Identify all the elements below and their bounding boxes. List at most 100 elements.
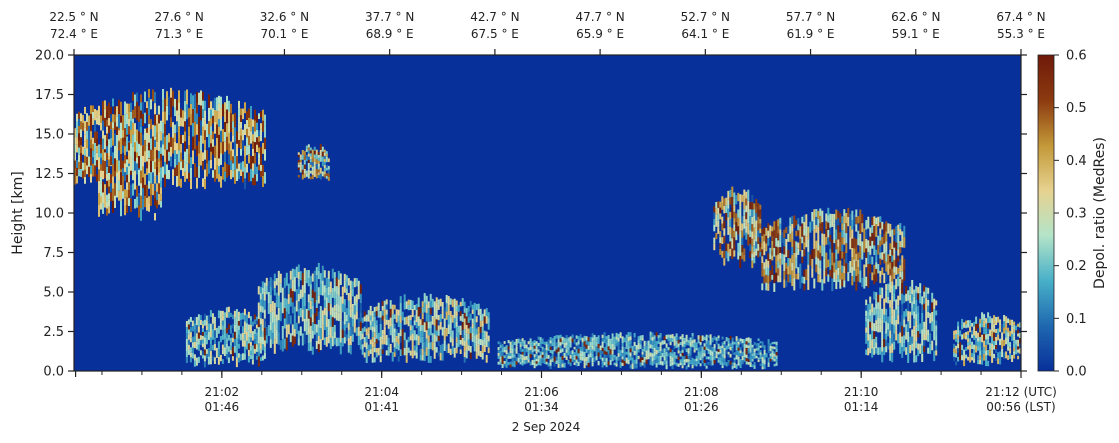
heatmap-cell: [325, 176, 328, 179]
heatmap-cell: [541, 357, 544, 361]
heatmap-cell: [811, 258, 814, 269]
heatmap-cell: [903, 225, 906, 237]
heatmap-cell: [281, 287, 284, 301]
heatmap-cell: [987, 328, 990, 334]
heatmap-cell: [168, 151, 170, 161]
heatmap-cell: [531, 341, 534, 345]
heatmap-cell: [265, 286, 268, 295]
heatmap-cell: [527, 359, 530, 363]
heatmap-cell: [737, 347, 740, 351]
heatmap-cell: [191, 320, 194, 326]
heatmap-cell: [216, 124, 218, 138]
heatmap-cell: [283, 318, 286, 329]
heatmap-cell: [971, 345, 974, 350]
heatmap-cell: [110, 138, 112, 148]
heatmap-cell: [723, 361, 726, 366]
heatmap-cell: [349, 308, 352, 318]
heatmap-cell: [835, 219, 838, 230]
heatmap-cell: [997, 316, 1000, 323]
heatmap-cell: [130, 198, 132, 212]
heatmap-cell: [779, 229, 782, 236]
heatmap-cell: [657, 338, 660, 341]
heatmap-cell: [307, 270, 310, 279]
heatmap-cell: [769, 247, 772, 254]
heatmap-cell: [88, 156, 90, 167]
heatmap-cell: [114, 133, 116, 146]
heatmap-cell: [629, 348, 632, 353]
heatmap-cell: [653, 335, 656, 340]
heatmap-cell: [767, 268, 770, 276]
heatmap-cell: [731, 362, 734, 366]
heatmap-cell: [222, 103, 224, 117]
heatmap-cell: [246, 111, 248, 120]
heatmap-cell: [236, 156, 238, 169]
heatmap-cell: [349, 317, 352, 327]
heatmap-cell: [737, 209, 740, 218]
heatmap-cell: [144, 196, 146, 208]
heatmap-cell: [257, 327, 260, 336]
heatmap-cell: [985, 323, 988, 329]
heatmap-cell: [895, 258, 898, 267]
heatmap-cell: [299, 326, 302, 336]
heatmap-cell: [232, 163, 234, 171]
heatmap-cell: [263, 346, 266, 353]
heatmap-cell: [194, 107, 196, 122]
heatmap-cell: [623, 356, 626, 361]
heatmap-cell: [258, 158, 260, 165]
heatmap-cell: [78, 140, 80, 148]
heatmap-cell: [174, 98, 176, 108]
colorbar-tick-label: 0.0: [1066, 365, 1087, 380]
heatmap-cell: [112, 137, 114, 146]
heatmap-cell: [218, 158, 220, 167]
heatmap-cell: [140, 126, 142, 135]
heatmap-cell: [230, 151, 232, 161]
heatmap-cell: [879, 302, 882, 310]
heatmap-cell: [779, 247, 782, 253]
heatmap-cell: [186, 104, 188, 120]
heatmap-cell: [347, 330, 350, 338]
heatmap-cell: [259, 323, 262, 328]
heatmap-cell: [619, 332, 622, 339]
heatmap-cell: [481, 346, 484, 353]
heatmap-cell: [975, 345, 978, 353]
heatmap-cell: [309, 176, 312, 180]
heatmap-cell: [679, 359, 682, 363]
heatmap-cell: [401, 311, 404, 321]
heatmap-cell: [317, 311, 320, 320]
heatmap-cell: [791, 239, 794, 248]
heatmap-cell: [297, 264, 300, 272]
heatmap-cell: [82, 146, 84, 155]
heatmap-cell: [839, 279, 842, 289]
heatmap-cell: [717, 343, 720, 347]
heatmap-cell: [381, 334, 384, 340]
heatmap-cell: [855, 209, 858, 217]
heatmap-cell: [681, 352, 684, 356]
heatmap-cell: [207, 323, 210, 332]
heatmap-cell: [128, 182, 130, 191]
heatmap-cell: [605, 339, 608, 343]
heatmap-cell: [191, 326, 194, 332]
heatmap-cell: [193, 335, 196, 342]
heatmap-cell: [187, 334, 190, 340]
heatmap-cell: [549, 362, 552, 366]
heatmap-cell: [867, 304, 870, 312]
heatmap-cell: [415, 316, 418, 323]
heatmap-cell: [182, 167, 184, 176]
heatmap-cell: [271, 322, 274, 334]
heatmap-cell: [231, 337, 234, 343]
heatmap-cell: [152, 161, 154, 173]
heatmap-cell: [837, 232, 840, 240]
heatmap-cell: [877, 216, 880, 227]
heatmap-cell: [481, 353, 484, 360]
heatmap-cell: [297, 279, 300, 287]
heatmap-cell: [895, 319, 898, 331]
heatmap-cell: [995, 333, 998, 337]
top-tick-lon: 72.4 ° E: [50, 27, 98, 41]
heatmap-cell: [589, 357, 592, 363]
heatmap-cell: [711, 337, 714, 343]
heatmap-cell: [655, 345, 658, 350]
heatmap-cell: [745, 212, 748, 220]
heatmap-cell: [158, 132, 160, 141]
heatmap-cell: [559, 342, 562, 346]
heatmap-cell: [160, 174, 162, 181]
